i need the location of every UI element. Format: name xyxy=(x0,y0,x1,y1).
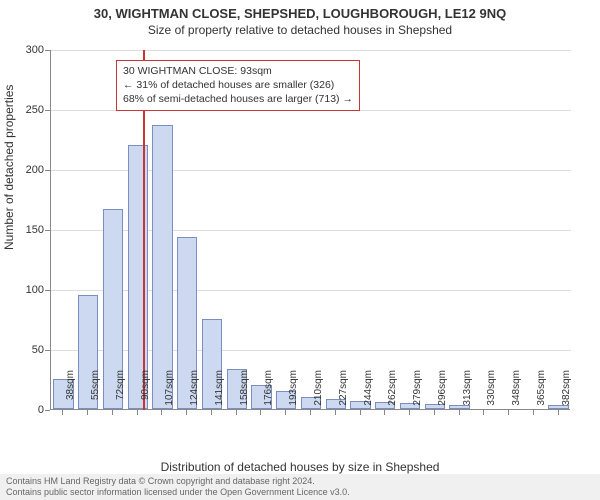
x-tick-mark xyxy=(409,410,410,415)
x-tick-label: 124sqm xyxy=(189,370,200,416)
y-tick-label: 200 xyxy=(14,164,44,176)
page-subtitle: Size of property relative to detached ho… xyxy=(0,21,600,37)
x-tick-mark xyxy=(161,410,162,415)
y-tick-label: 100 xyxy=(14,284,44,296)
x-tick-label: 279sqm xyxy=(412,370,423,416)
x-tick-label: 262sqm xyxy=(387,370,398,416)
footer-line2: Contains public sector information licen… xyxy=(6,487,594,498)
y-tick-mark xyxy=(45,110,50,111)
y-tick-mark xyxy=(45,170,50,171)
x-tick-label: 244sqm xyxy=(363,370,374,416)
x-tick-mark xyxy=(384,410,385,415)
x-tick-label: 313sqm xyxy=(462,370,473,416)
annotation-line3: 68% of semi-detached houses are larger (… xyxy=(123,92,353,106)
bar xyxy=(152,125,172,409)
x-tick-mark xyxy=(260,410,261,415)
x-tick-label: 210sqm xyxy=(313,370,324,416)
x-tick-label: 55sqm xyxy=(90,370,101,416)
y-tick-label: 300 xyxy=(14,44,44,56)
x-tick-label: 38sqm xyxy=(65,370,76,416)
x-tick-label: 382sqm xyxy=(561,370,572,416)
y-tick-mark xyxy=(45,230,50,231)
x-tick-label: 72sqm xyxy=(115,370,126,416)
x-tick-mark xyxy=(62,410,63,415)
y-tick-mark xyxy=(45,290,50,291)
x-tick-label: 193sqm xyxy=(288,370,299,416)
x-tick-mark xyxy=(533,410,534,415)
x-tick-label: 365sqm xyxy=(536,370,547,416)
x-tick-label: 107sqm xyxy=(164,370,175,416)
x-tick-mark xyxy=(87,410,88,415)
x-tick-label: 348sqm xyxy=(511,370,522,416)
y-tick-label: 0 xyxy=(14,404,44,416)
x-tick-mark xyxy=(360,410,361,415)
x-tick-mark xyxy=(236,410,237,415)
y-tick-label: 250 xyxy=(14,104,44,116)
x-tick-label: 227sqm xyxy=(338,370,349,416)
x-tick-mark xyxy=(186,410,187,415)
x-tick-mark xyxy=(558,410,559,415)
x-tick-mark xyxy=(112,410,113,415)
x-tick-mark xyxy=(434,410,435,415)
annotation-box: 30 WIGHTMAN CLOSE: 93sqm ← 31% of detach… xyxy=(116,60,360,111)
annotation-line1: 30 WIGHTMAN CLOSE: 93sqm xyxy=(123,64,353,78)
page-title: 30, WIGHTMAN CLOSE, SHEPSHED, LOUGHBOROU… xyxy=(0,0,600,21)
x-tick-mark xyxy=(483,410,484,415)
x-tick-mark xyxy=(211,410,212,415)
x-tick-mark xyxy=(285,410,286,415)
x-tick-mark xyxy=(335,410,336,415)
x-tick-label: 330sqm xyxy=(486,370,497,416)
histogram-chart: 30 WIGHTMAN CLOSE: 93sqm ← 31% of detach… xyxy=(50,50,570,410)
x-tick-mark xyxy=(137,410,138,415)
plot-area: 30 WIGHTMAN CLOSE: 93sqm ← 31% of detach… xyxy=(50,50,570,410)
x-tick-mark xyxy=(310,410,311,415)
x-axis-label: Distribution of detached houses by size … xyxy=(0,460,600,474)
x-tick-label: 176sqm xyxy=(263,370,274,416)
y-tick-mark xyxy=(45,350,50,351)
y-tick-label: 50 xyxy=(14,344,44,356)
y-tick-label: 150 xyxy=(14,224,44,236)
x-tick-label: 158sqm xyxy=(239,370,250,416)
x-tick-label: 296sqm xyxy=(437,370,448,416)
x-tick-label: 90sqm xyxy=(140,370,151,416)
footer-line1: Contains HM Land Registry data © Crown c… xyxy=(6,476,594,487)
y-tick-mark xyxy=(45,50,50,51)
x-tick-label: 141sqm xyxy=(214,370,225,416)
annotation-line2: ← 31% of detached houses are smaller (32… xyxy=(123,78,353,92)
license-footer: Contains HM Land Registry data © Crown c… xyxy=(0,474,600,500)
x-tick-mark xyxy=(508,410,509,415)
x-tick-mark xyxy=(459,410,460,415)
y-tick-mark xyxy=(45,410,50,411)
